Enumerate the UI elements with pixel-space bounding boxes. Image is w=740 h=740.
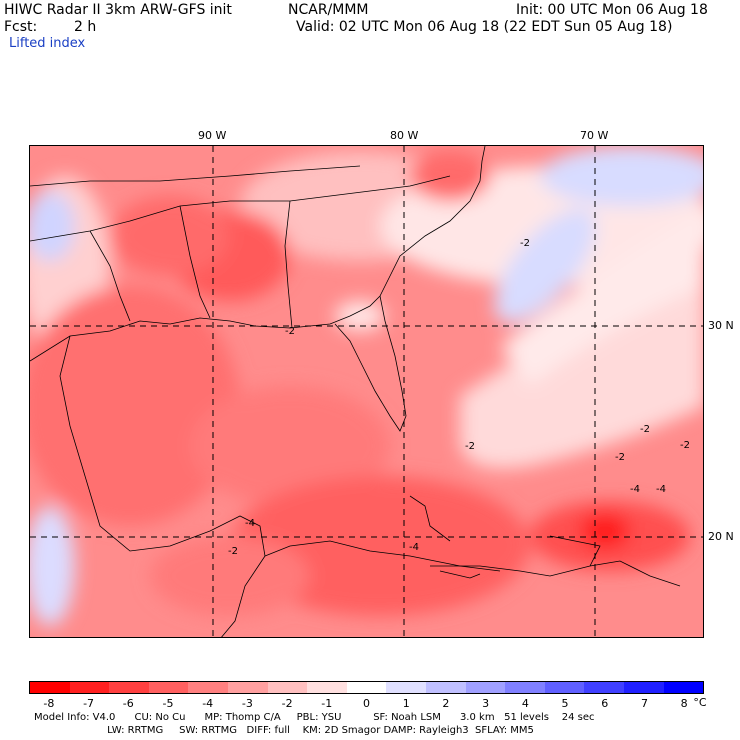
model-title: HIWC Radar II 3km ARW-GFS init	[4, 2, 232, 18]
colorbar-tick-label: 0	[363, 697, 370, 710]
lon-label-80w: 80 W	[390, 129, 419, 142]
colorbar-swatch	[465, 682, 506, 693]
colorbar-swatch	[109, 682, 149, 693]
contour-labels: -2 -2 -2 -2 -2 -2 -2 -4 -4 -4 -4	[228, 238, 690, 557]
contour-label: -2	[465, 441, 475, 452]
colorbar-swatch	[425, 682, 466, 693]
colorbar-tick-label: 2	[442, 697, 450, 710]
colorbar-tick-label: 8	[680, 697, 688, 710]
colorbar-tick-label: 6	[601, 697, 609, 710]
contour-label: -2	[680, 440, 690, 451]
contour-label: -2	[228, 546, 238, 557]
colorbar-tick-label: -6	[122, 697, 134, 710]
contour-label: -2	[520, 238, 530, 249]
colorbar-swatch	[148, 682, 189, 693]
contour-label: -4	[245, 518, 255, 529]
contour-label: -4	[630, 484, 640, 495]
colorbar-swatch	[544, 682, 585, 693]
footer-model-info: Model Info: V4.0 CU: No Cu MP: Thomp C/A…	[34, 712, 595, 723]
colorbar-tick-label: -5	[162, 697, 174, 710]
colorbar-swatch	[663, 682, 704, 693]
colorbar-swatch	[386, 682, 426, 693]
contour-label: -2	[615, 452, 625, 463]
colorbar-tick-label: 3	[482, 697, 490, 710]
colorbar-swatch	[307, 682, 347, 693]
coastlines	[30, 146, 681, 637]
colorbar-swatch	[30, 682, 70, 693]
colorbar-tick-label: -8	[43, 697, 55, 710]
init-time: Init: 00 UTC Mon 06 Aug 18	[516, 2, 708, 18]
lon-label-70w: 70 W	[580, 129, 609, 142]
colorbar	[29, 681, 704, 694]
lat-label-30n: 30 N	[708, 319, 734, 332]
colorbar-tick-label: -7	[83, 697, 95, 710]
colorbar-tick-label: -1	[321, 697, 333, 710]
colorbar-swatch	[505, 682, 545, 693]
colorbar-swatch	[584, 682, 624, 693]
contour-label: -4	[409, 542, 419, 553]
colorbar-swatch	[188, 682, 228, 693]
colorbar-unit: °C	[693, 696, 707, 709]
lon-label-90w: 90 W	[198, 129, 227, 142]
graticule	[30, 146, 703, 637]
colorbar-swatch	[346, 682, 387, 693]
forecast-label: Fcst:	[4, 19, 38, 35]
lat-label-20n: 20 N	[708, 530, 734, 543]
colorbar-swatch	[267, 682, 308, 693]
colorbar-tick-label: 1	[402, 697, 410, 710]
colorbar-swatch	[227, 682, 268, 693]
center-label: NCAR/MMM	[288, 2, 369, 18]
colorbar-swatch	[623, 682, 664, 693]
colorbar-tick-label: -3	[241, 697, 253, 710]
forecast-hour: 2 h	[74, 19, 97, 35]
colorbar-tick-label: -2	[281, 697, 293, 710]
map-canvas: -2 -2 -2 -2 -2 -2 -2 -4 -4 -4 -4	[30, 146, 703, 637]
colorbar-tick-label: 5	[561, 697, 569, 710]
contour-label: -2	[640, 424, 650, 435]
contour-label: -4	[656, 484, 666, 495]
colorbar-swatch	[69, 682, 110, 693]
colorbar-tick-label: -4	[202, 697, 214, 710]
footer-physics-info: LW: RRTMG SW: RRTMG DIFF: full KM: 2D Sm…	[34, 725, 534, 736]
colorbar-tick-label: 7	[640, 697, 648, 710]
colorbar-tick-label: 4	[521, 697, 529, 710]
valid-time: Valid: 02 UTC Mon 06 Aug 18 (22 EDT Sun …	[296, 19, 673, 35]
lifted-index-map: -2 -2 -2 -2 -2 -2 -2 -4 -4 -4 -4	[29, 145, 704, 638]
field-name: Lifted index	[9, 36, 86, 51]
contour-label: -2	[285, 326, 295, 337]
